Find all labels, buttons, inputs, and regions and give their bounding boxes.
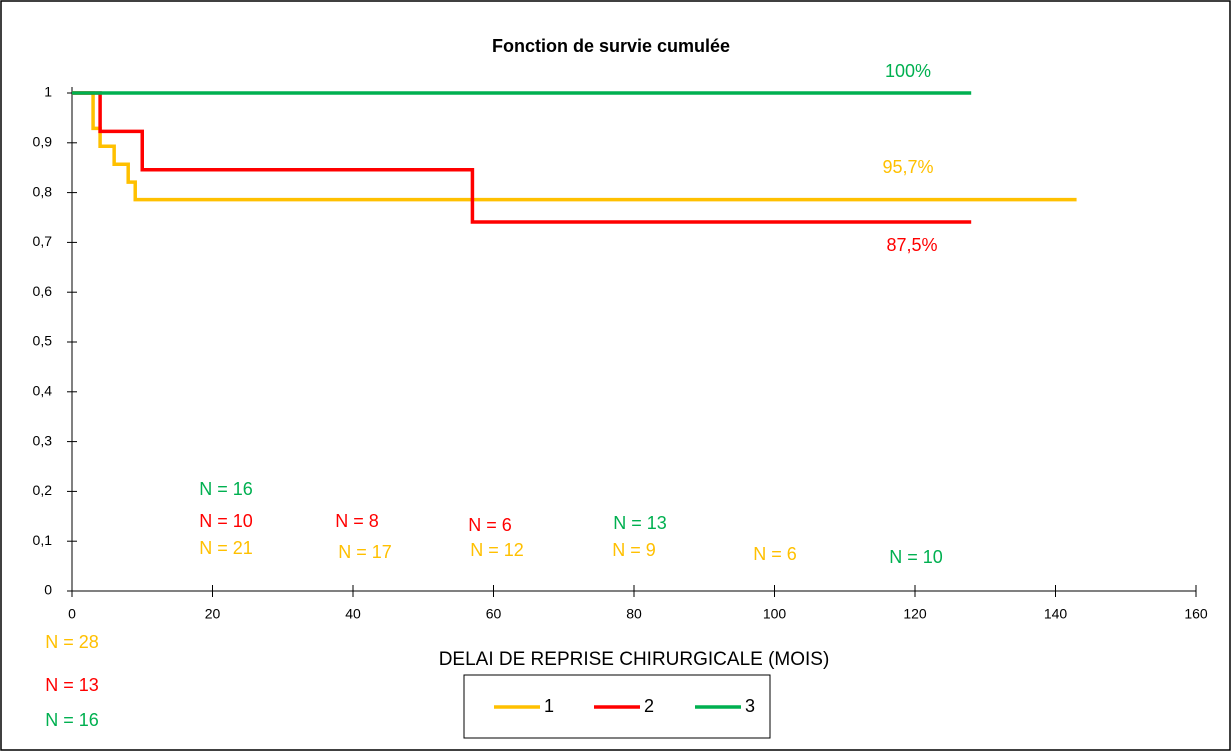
annotation: 100% [885, 61, 931, 81]
annotation: N = 16 [45, 710, 99, 730]
y-tick-label: 0,9 [33, 134, 53, 150]
annotation: N = 13 [613, 513, 667, 533]
y-tick-label: 0,3 [33, 432, 53, 448]
annotation: N = 10 [889, 547, 943, 567]
annotation: N = 17 [338, 542, 392, 562]
survival-line [72, 91, 972, 224]
survival-line [72, 91, 1077, 202]
annotation: 95,7% [882, 157, 933, 177]
annotation: N = 8 [335, 511, 379, 531]
y-tick-label: 1 [44, 84, 52, 100]
x-tick-label: 160 [1184, 606, 1208, 622]
x-tick-label: 120 [903, 606, 927, 622]
annotation: N = 21 [199, 538, 253, 558]
annotation: N = 6 [468, 515, 512, 535]
x-tick-label: 20 [205, 606, 221, 622]
x-tick-label: 0 [68, 606, 76, 622]
x-axis-label: DELAI DE REPRISE CHIRURGICALE (MOIS) [439, 649, 830, 670]
legend-label: 2 [644, 696, 654, 716]
annotation: N = 6 [753, 544, 797, 564]
y-tick-label: 0,1 [33, 532, 53, 548]
y-tick-label: 0,5 [33, 333, 53, 349]
y-tick-label: 0 [44, 582, 52, 598]
y-tick-label: 0,6 [33, 283, 53, 299]
annotation: N = 10 [199, 511, 253, 531]
x-tick-label: 80 [626, 606, 642, 622]
y-tick-label: 0,8 [33, 183, 53, 199]
annotation: N = 13 [45, 675, 99, 695]
annotation: N = 16 [199, 479, 253, 499]
annotation: 87,5% [886, 235, 937, 255]
chart-title: Fonction de survie cumulée [492, 36, 730, 56]
x-tick-label: 40 [345, 606, 361, 622]
legend-label: 1 [544, 696, 554, 716]
y-tick-label: 0,4 [33, 383, 53, 399]
annotation: N = 9 [612, 540, 656, 560]
x-tick-label: 140 [1044, 606, 1068, 622]
y-tick-label: 0,2 [33, 482, 53, 498]
legend-label: 3 [745, 696, 755, 716]
x-tick-label: 60 [486, 606, 502, 622]
annotation: N = 12 [470, 540, 524, 560]
y-tick-label: 0,7 [33, 233, 53, 249]
annotation: N = 28 [45, 632, 99, 652]
x-tick-label: 100 [763, 606, 787, 622]
